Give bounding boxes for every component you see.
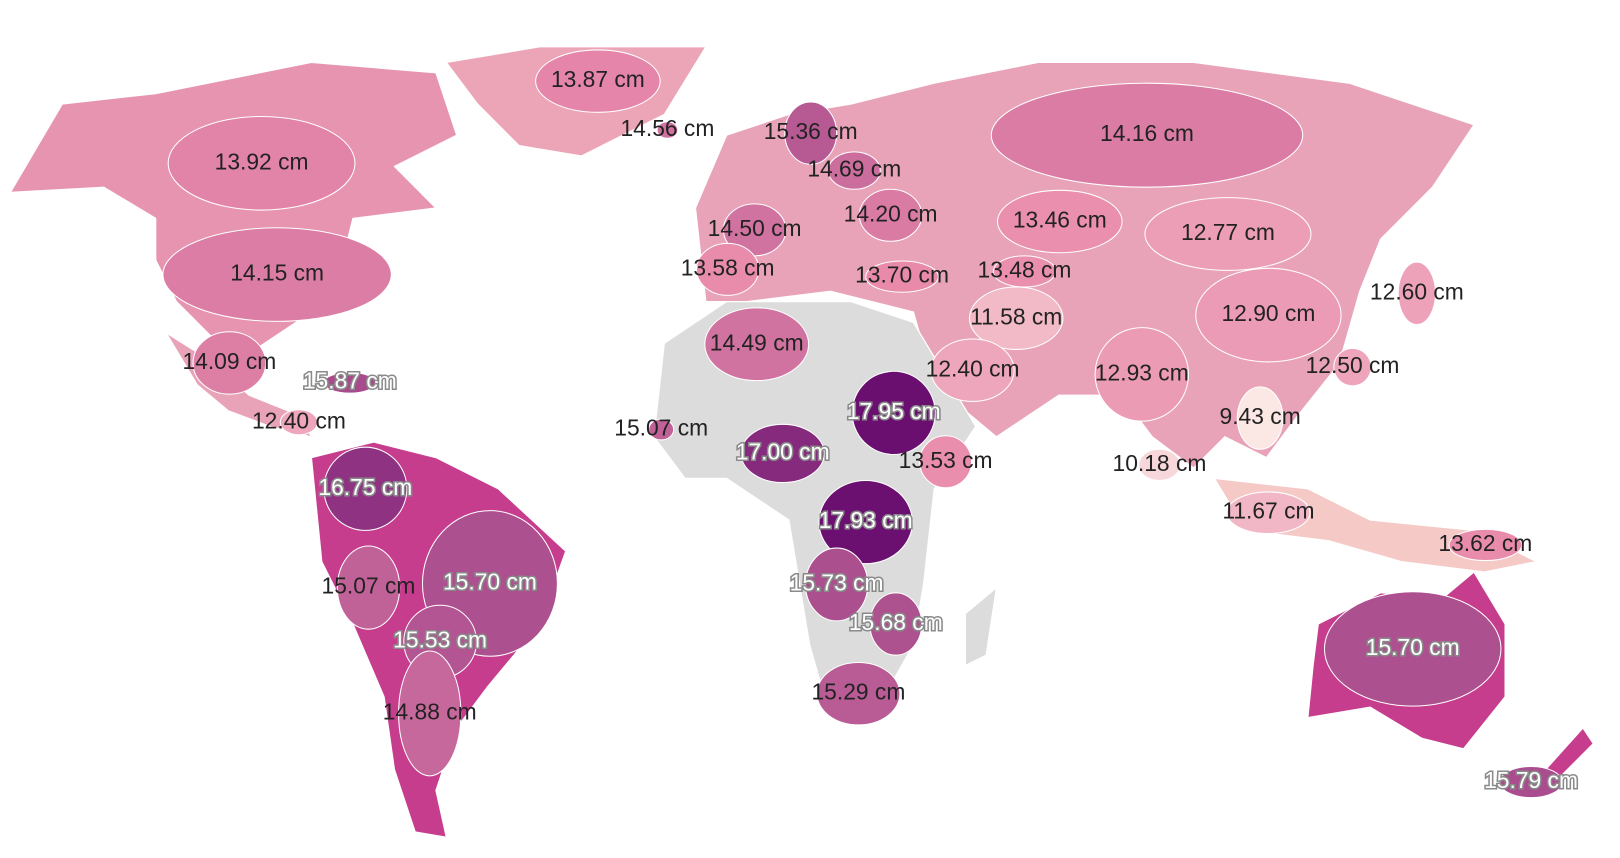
region (865, 260, 939, 293)
value-label: 11.58 cm (970, 303, 1062, 329)
value-label: 13.92 cm (215, 148, 309, 174)
region (323, 446, 408, 531)
labels: 13.87 cm 14.56 cm 15.36 cm 14.16 cm 13.92 cm… (182, 66, 1579, 795)
value-label: 9.43 cm (1220, 403, 1301, 429)
region (818, 479, 913, 565)
value-label: 12.40 cm (926, 355, 1020, 381)
region (996, 189, 1123, 254)
region (827, 151, 881, 190)
region (869, 592, 923, 656)
value-label: 12.93 cm (1095, 359, 1189, 385)
region (816, 661, 901, 726)
world-map: 13.87 cm 14.56 cm 15.36 cm 14.16 cm 13.92 cm… (9, 46, 1595, 838)
value-label: 12.40 cm (252, 407, 346, 433)
value-label: 12.77 cm (1181, 219, 1275, 245)
region (968, 286, 1064, 350)
value-label: 14.20 cm (844, 200, 938, 226)
value-label: 14.15 cm (230, 260, 324, 286)
region (535, 49, 661, 113)
value-label: 13.62 cm (1438, 530, 1532, 556)
region (1195, 267, 1342, 363)
value-label: 15.87 cm (303, 368, 397, 394)
value-label: 14.50 cm (708, 215, 802, 241)
region (919, 435, 973, 489)
value-label: 13.87 cm (551, 66, 645, 92)
value-label: 15.29 cm (811, 679, 905, 705)
region (704, 307, 810, 382)
value-label: 17.93 cm (819, 507, 913, 533)
region (858, 188, 923, 242)
value-label: 15.70 cm (443, 568, 537, 594)
value-label: 12.50 cm (1306, 352, 1400, 378)
region (1094, 327, 1190, 422)
region (398, 650, 462, 777)
value-label: 13.46 cm (1013, 207, 1107, 233)
value-label: 15.68 cm (849, 609, 943, 635)
value-label: 15.79 cm (1484, 767, 1578, 793)
region (1236, 386, 1284, 450)
region (784, 101, 838, 165)
value-label: 14.49 cm (710, 329, 804, 355)
value-label: 13.48 cm (978, 256, 1072, 282)
region (1144, 197, 1312, 271)
region (695, 242, 760, 296)
value-label: 13.70 cm (855, 262, 949, 288)
region (851, 370, 936, 455)
region (1333, 347, 1372, 387)
value-label: 15.07 cm (614, 415, 708, 441)
value-label: 12.60 cm (1370, 278, 1464, 304)
region (740, 423, 825, 484)
value-label: 17.00 cm (736, 438, 830, 464)
value-label: 14.56 cm (620, 115, 714, 141)
value-label: 13.53 cm (899, 447, 993, 473)
region (162, 227, 392, 322)
value-label: 14.16 cm (1100, 120, 1194, 146)
value-label: 16.75 cm (318, 474, 412, 500)
value-label: 14.88 cm (383, 698, 477, 724)
region (1448, 528, 1523, 562)
region (279, 409, 319, 436)
region (990, 82, 1304, 188)
value-label: 15.07 cm (322, 573, 416, 599)
value-label: 15.36 cm (764, 118, 858, 144)
value-label: 14.69 cm (807, 156, 901, 182)
value-label: 10.18 cm (1113, 450, 1207, 476)
value-label: 13.58 cm (681, 254, 775, 280)
region (656, 121, 679, 139)
region (323, 371, 377, 394)
value-label: 12.90 cm (1221, 300, 1315, 326)
region (1499, 765, 1563, 799)
value-label: 14.09 cm (182, 348, 276, 374)
region (1397, 261, 1437, 325)
region (930, 338, 1015, 402)
region (336, 545, 401, 630)
region (804, 547, 869, 622)
value-label: 17.95 cm (847, 398, 941, 424)
value-label: 15.70 cm (1366, 634, 1460, 660)
region (1138, 448, 1181, 481)
region (1226, 491, 1311, 535)
region (648, 418, 675, 441)
region (167, 115, 356, 211)
regions (162, 49, 1563, 799)
value-label: 15.73 cm (790, 569, 884, 595)
value-label: 11.67 cm (1222, 498, 1314, 524)
region (1323, 591, 1502, 707)
value-label: 15.53 cm (393, 627, 487, 653)
region (192, 331, 267, 395)
